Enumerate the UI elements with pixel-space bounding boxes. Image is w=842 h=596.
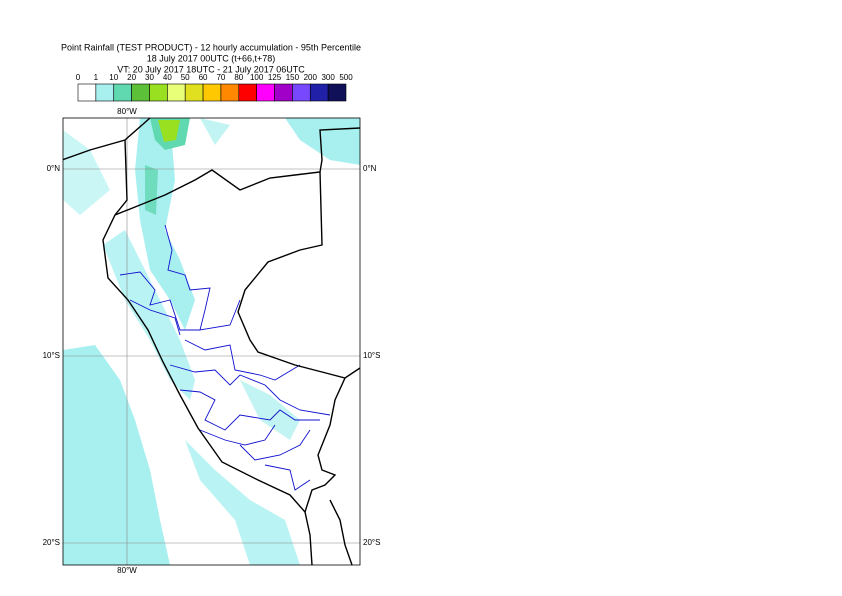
legend-label: 60 — [199, 73, 208, 82]
legend-label: 200 — [304, 73, 318, 82]
map-frame — [62, 117, 361, 566]
base-time: 18 July 2017 00UTC (t+66,t+78) — [147, 53, 276, 63]
legend-swatch — [149, 83, 168, 102]
lat-label: 20°S — [363, 538, 380, 547]
legend-label: 500 — [339, 73, 353, 82]
legend-label: 10 — [109, 73, 118, 82]
legend-label: 0 — [76, 73, 81, 82]
rain-areas — [63, 118, 360, 565]
lat-label: 10°S — [43, 351, 60, 360]
legend-swatch — [184, 83, 204, 102]
legend-label: 80 — [234, 73, 243, 82]
valid-time: VT: 20 July 2017 18UTC - 21 July 2017 06… — [117, 64, 305, 74]
legend-swatch — [220, 83, 240, 102]
lon-label: 80°W — [117, 566, 137, 575]
legend-swatch — [77, 83, 97, 102]
legend-swatch — [274, 83, 293, 102]
legend-swatch — [131, 83, 150, 102]
legend-swatch — [327, 83, 347, 102]
legend-swatch — [167, 83, 186, 102]
legend-label: 100 — [250, 73, 264, 82]
lon-label: 80°W — [117, 107, 137, 116]
legend-swatch — [202, 83, 222, 102]
lat-label: 0°N — [47, 164, 61, 173]
legend-label: 125 — [268, 73, 282, 82]
lat-label: 10°S — [363, 351, 380, 360]
legend-label: 150 — [286, 73, 300, 82]
legend-label: 1 — [94, 73, 99, 82]
legend-swatch — [309, 83, 329, 102]
legend-label: 20 — [127, 73, 136, 82]
legend: 0 1 10 20 30 40 50 60 70 80 100 125 150 200 300 500 — [76, 73, 353, 102]
legend-swatch — [292, 83, 311, 102]
lat-label: 0°N — [363, 164, 377, 173]
legend-label: 70 — [216, 73, 225, 82]
internal-borders — [119, 224, 331, 491]
legend-swatch — [256, 83, 275, 102]
lat-label: 20°S — [43, 538, 60, 547]
legend-label: 50 — [181, 73, 190, 82]
country-borders — [63, 118, 360, 565]
map: 80°W 80°W 0°N 0°N 10°S 10°S 20°S 20°S — [43, 107, 381, 575]
title: Point Rainfall (TEST PRODUCT) - 12 hourl… — [61, 42, 361, 52]
legend-label: 30 — [145, 73, 154, 82]
legend-label: 40 — [163, 73, 172, 82]
legend-swatch — [238, 83, 257, 102]
legend-swatch — [95, 83, 115, 102]
legend-label: 300 — [321, 73, 335, 82]
legend-swatch — [113, 83, 132, 102]
